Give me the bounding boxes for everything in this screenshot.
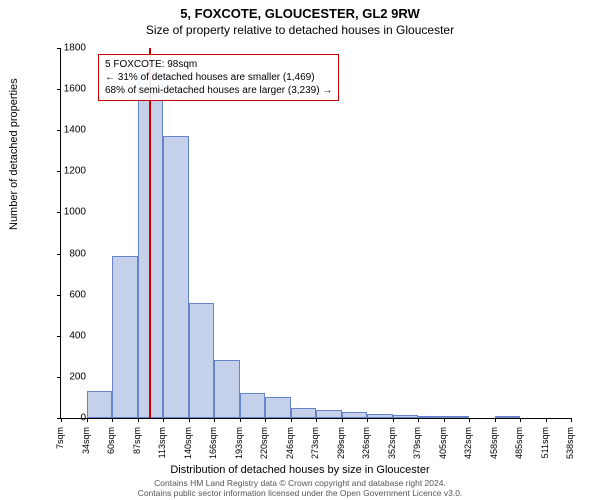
x-tick-label: 34sqm bbox=[81, 427, 91, 467]
property-marker-line bbox=[149, 48, 151, 418]
histogram-bar bbox=[240, 393, 266, 418]
footer-line1: Contains HM Land Registry data © Crown c… bbox=[0, 478, 600, 488]
x-tick-label: 485sqm bbox=[514, 427, 524, 467]
y-axis-label: Number of detached properties bbox=[8, 78, 20, 230]
annotation-line1: 5 FOXCOTE: 98sqm bbox=[105, 58, 332, 71]
histogram-bar bbox=[265, 397, 291, 418]
histogram-bar bbox=[444, 416, 470, 418]
y-tick-label: 1600 bbox=[46, 84, 86, 95]
histogram-bar bbox=[495, 416, 521, 418]
chart-container: 5, FOXCOTE, GLOUCESTER, GL2 9RW Size of … bbox=[0, 0, 600, 500]
histogram-bar bbox=[87, 391, 113, 418]
histogram-bar bbox=[316, 410, 342, 418]
footer-attribution: Contains HM Land Registry data © Crown c… bbox=[0, 478, 600, 498]
histogram-bar bbox=[393, 415, 419, 418]
x-tick-label: 166sqm bbox=[208, 427, 218, 467]
x-tick-label: 299sqm bbox=[336, 427, 346, 467]
x-tick-label: 220sqm bbox=[259, 427, 269, 467]
x-tick-label: 326sqm bbox=[361, 427, 371, 467]
footer-line2: Contains public sector information licen… bbox=[0, 488, 600, 498]
x-tick-label: 458sqm bbox=[489, 427, 499, 467]
x-tick-label: 193sqm bbox=[234, 427, 244, 467]
chart-subtitle: Size of property relative to detached ho… bbox=[0, 21, 600, 37]
x-tick-label: 246sqm bbox=[285, 427, 295, 467]
x-tick-label: 60sqm bbox=[106, 427, 116, 467]
y-tick-label: 1200 bbox=[46, 166, 86, 177]
x-tick-label: 511sqm bbox=[540, 427, 550, 467]
y-tick-label: 1800 bbox=[46, 43, 86, 54]
y-tick-label: 0 bbox=[46, 413, 86, 424]
x-tick-label: 405sqm bbox=[438, 427, 448, 467]
x-tick-label: 273sqm bbox=[310, 427, 320, 467]
x-tick-label: 87sqm bbox=[132, 427, 142, 467]
histogram-bar bbox=[112, 256, 138, 418]
annotation-box: 5 FOXCOTE: 98sqm ← 31% of detached house… bbox=[98, 54, 339, 101]
y-tick-label: 400 bbox=[46, 330, 86, 341]
histogram-bar bbox=[189, 303, 215, 418]
x-tick-label: 140sqm bbox=[183, 427, 193, 467]
histogram-bar bbox=[367, 414, 393, 418]
chart-title-address: 5, FOXCOTE, GLOUCESTER, GL2 9RW bbox=[0, 0, 600, 21]
histogram-bar bbox=[342, 412, 368, 418]
annotation-line3: 68% of semi-detached houses are larger (… bbox=[105, 84, 332, 97]
histogram-bar bbox=[418, 416, 444, 418]
y-tick-label: 600 bbox=[46, 289, 86, 300]
annotation-line2: ← 31% of detached houses are smaller (1,… bbox=[105, 71, 332, 84]
x-tick-label: 352sqm bbox=[387, 427, 397, 467]
x-tick-label: 379sqm bbox=[412, 427, 422, 467]
y-tick-label: 1000 bbox=[46, 207, 86, 218]
y-tick-label: 1400 bbox=[46, 125, 86, 136]
histogram-bar bbox=[291, 408, 317, 418]
histogram-bar bbox=[214, 360, 240, 418]
y-tick-label: 200 bbox=[46, 371, 86, 382]
x-tick-label: 113sqm bbox=[157, 427, 167, 467]
x-tick-label: 7sqm bbox=[55, 427, 65, 467]
plot-area bbox=[60, 48, 571, 419]
x-tick-label: 432sqm bbox=[463, 427, 473, 467]
y-tick-label: 800 bbox=[46, 248, 86, 259]
histogram-bar bbox=[163, 136, 189, 418]
x-tick-label: 538sqm bbox=[565, 427, 575, 467]
